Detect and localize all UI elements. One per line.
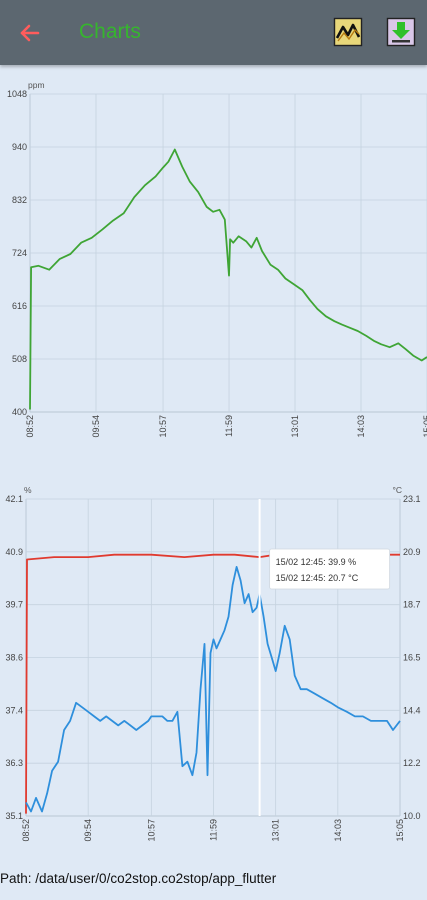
page-title: Charts xyxy=(79,20,141,43)
x-tick-label: 15:05 xyxy=(395,819,405,842)
y2-unit-label: °C xyxy=(392,485,402,495)
y-tick-label: 616 xyxy=(12,301,27,311)
tooltip-box xyxy=(269,548,391,590)
y2-tick-label: 16.5 xyxy=(403,653,421,663)
x-tick-label: 10:57 xyxy=(146,819,156,842)
y-unit-label: ppm xyxy=(28,80,45,90)
tooltip-line: 15/02 12:45: 20.7 °C xyxy=(276,573,359,583)
y-tick-label: 42.1 xyxy=(5,494,23,504)
y-tick-label: 36.3 xyxy=(5,758,23,768)
y-tick-label: 508 xyxy=(12,354,27,364)
y-tick-label: 400 xyxy=(12,407,27,417)
tooltip-line: 15/02 12:45: 39.9 % xyxy=(276,557,357,567)
x-tick-label: 14:03 xyxy=(333,819,343,842)
x-tick-label: 09:54 xyxy=(83,819,93,842)
y2-tick-label: 12.2 xyxy=(403,758,421,768)
x-tick-label: 14:03 xyxy=(356,415,366,438)
y2-tick-label: 18.7 xyxy=(403,600,421,610)
y-unit-label: % xyxy=(24,485,32,495)
y2-tick-label: 20.9 xyxy=(403,547,421,557)
y-tick-label: 1048 xyxy=(7,89,27,99)
y-tick-label: 37.4 xyxy=(5,705,23,715)
y2-tick-label: 23.1 xyxy=(403,494,421,504)
y-tick-label: 38.6 xyxy=(5,653,23,663)
y-tick-label: 832 xyxy=(12,195,27,205)
x-tick-label: 09:54 xyxy=(91,415,101,438)
x-tick-label: 08:52 xyxy=(25,415,35,438)
y-tick-label: 39.7 xyxy=(5,600,23,610)
download-icon[interactable] xyxy=(386,17,416,47)
series-line xyxy=(29,148,427,410)
series-line xyxy=(25,566,401,813)
x-tick-label: 10:57 xyxy=(158,415,168,438)
series-line xyxy=(25,553,400,814)
x-tick-label: 11:59 xyxy=(209,819,219,841)
x-tick-label: 13:01 xyxy=(271,819,281,842)
app-bar: Charts xyxy=(0,0,427,65)
x-tick-label: 15:05 xyxy=(422,415,427,438)
y2-tick-label: 10.0 xyxy=(403,811,421,821)
humidity-temperature-chart: 42.1 40.9 39.7 38.6 37.4 36.3 35.1 23.1 20.9 18.7… xyxy=(5,485,421,842)
y-tick-label: 940 xyxy=(12,142,27,152)
x-tick-label: 08:52 xyxy=(21,819,31,842)
x-tick-label: 13:01 xyxy=(290,415,300,438)
y-tick-label: 35.1 xyxy=(5,811,23,821)
chart-zigzag-icon[interactable] xyxy=(333,17,363,47)
x-tick-label: 11:59 xyxy=(224,415,234,437)
file-path-text: Path: /data/user/0/co2stop.co2stop/app_f… xyxy=(0,871,277,886)
y2-tick-label: 14.4 xyxy=(403,705,421,715)
y-tick-label: 40.9 xyxy=(5,547,23,557)
y-tick-label: 724 xyxy=(12,248,27,258)
arrow-left-icon[interactable] xyxy=(14,18,44,48)
